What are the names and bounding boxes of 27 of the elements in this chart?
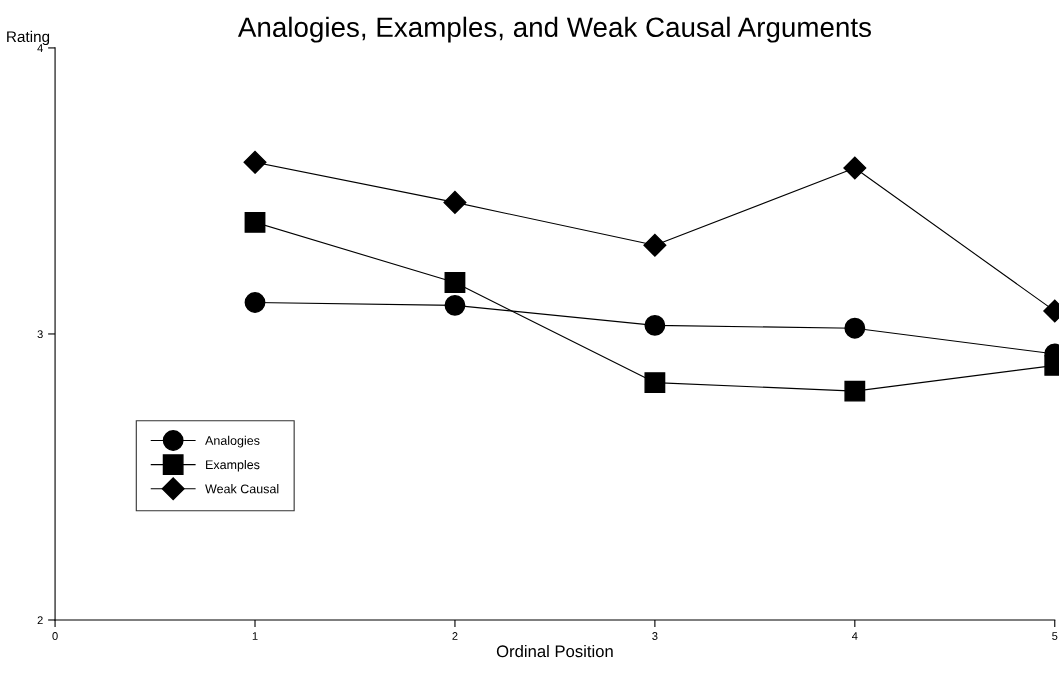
x-tick-label: 4 — [851, 632, 858, 640]
point — [443, 190, 467, 214]
point — [244, 292, 266, 313]
legend-label: Examples — [206, 459, 260, 472]
x-tick-label: 3 — [652, 632, 658, 640]
point — [843, 156, 867, 180]
point — [244, 211, 266, 233]
y-axis-title: Rating — [7, 30, 50, 46]
y-tick-label: 4 — [37, 44, 43, 52]
point — [644, 314, 666, 336]
x-tick-label: 2 — [452, 632, 458, 640]
x-tick-label: 5 — [1052, 632, 1058, 640]
y-tick-label: 3 — [37, 330, 43, 339]
x-tick-label: 1 — [252, 632, 258, 640]
point — [644, 372, 666, 393]
x-axis-title: Ordinal Position — [496, 644, 613, 658]
point — [844, 380, 866, 402]
x-tick-label: 0 — [52, 632, 58, 640]
point — [643, 233, 667, 257]
point — [243, 150, 267, 174]
chart-title: Analogies, Examples, and Weak Causal Arguments — [237, 16, 871, 43]
point — [444, 272, 466, 293]
point — [844, 317, 866, 339]
y-tick-label: 2 — [37, 616, 43, 625]
legend-label: Analogies — [205, 435, 260, 448]
legend-label: Weak Causal — [205, 484, 279, 494]
point — [444, 294, 466, 316]
